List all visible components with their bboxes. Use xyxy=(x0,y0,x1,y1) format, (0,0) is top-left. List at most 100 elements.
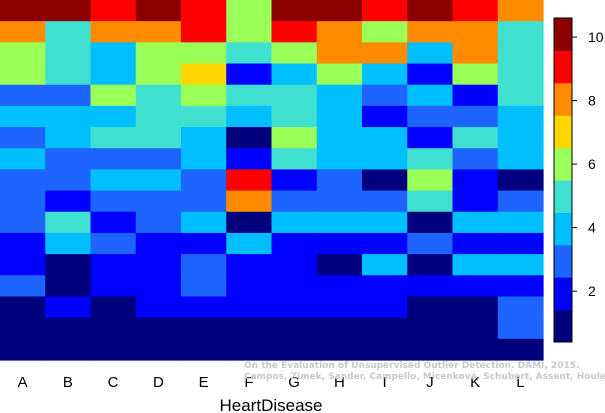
heatmap-cell xyxy=(135,21,182,43)
colorbar-frame xyxy=(553,17,573,343)
heatmap-cell xyxy=(407,275,454,298)
heatmap-cell xyxy=(407,169,454,192)
x-axis-label: HeartDisease xyxy=(220,396,323,413)
heatmap-cell xyxy=(316,211,363,234)
heatmap-cell xyxy=(362,148,408,171)
heatmap-cell xyxy=(226,317,273,340)
heatmap-cell xyxy=(407,105,454,128)
heatmap-cell xyxy=(316,0,363,22)
heatmap-cell xyxy=(0,254,46,276)
heatmap-cell xyxy=(452,84,499,107)
heatmap-cell xyxy=(316,275,363,298)
heatmap-cell xyxy=(407,254,454,276)
x-tick-label: I xyxy=(383,374,387,391)
heatmap-cell xyxy=(271,42,318,65)
heatmap-cell xyxy=(316,296,363,319)
heatmap-cell xyxy=(271,148,318,171)
x-tick-labels: A B C D E F G H I J K L xyxy=(18,374,525,391)
heatmap-cell xyxy=(407,84,454,107)
colorbar-segment xyxy=(554,212,572,246)
heatmap-cell xyxy=(135,169,182,192)
heatmap-cell xyxy=(316,84,363,107)
heatmap-cell xyxy=(271,127,318,149)
heatmap-cell xyxy=(181,63,227,86)
heatmap-cell xyxy=(135,254,182,276)
heatmap-cell xyxy=(181,105,227,128)
heatmap-cell xyxy=(181,275,227,298)
heatmap-cell xyxy=(135,190,182,213)
heatmap-cell xyxy=(497,127,544,149)
heatmap-cell xyxy=(407,232,454,255)
heatmap-cell xyxy=(0,211,46,234)
heatmap-cell xyxy=(0,63,46,86)
heatmap-cell xyxy=(135,105,182,128)
heatmap-cell xyxy=(135,317,182,340)
colorbar-tick-label: 8 xyxy=(588,93,596,109)
heatmap-cell xyxy=(362,254,408,276)
heatmap-cell xyxy=(0,169,46,192)
heatmap-cell xyxy=(362,42,408,65)
colorbar-segment xyxy=(554,244,572,278)
heatmap-cell xyxy=(135,211,182,234)
colorbar-segment xyxy=(554,147,572,181)
heatmap-cell xyxy=(226,0,273,22)
heatmap-cell xyxy=(407,0,454,22)
heatmap-cell xyxy=(497,232,544,255)
heatmap-cell xyxy=(271,63,318,86)
heatmap-cell xyxy=(226,84,273,107)
heatmap-cell xyxy=(226,296,273,319)
heatmap-cell xyxy=(497,21,544,43)
heatmap-cell xyxy=(362,105,408,128)
heatmap-cell xyxy=(226,63,273,86)
colorbar xyxy=(553,17,573,343)
heatmap-cell xyxy=(271,211,318,234)
heatmap-cell xyxy=(452,211,499,234)
heatmap-cell xyxy=(362,296,408,319)
heatmap-cell xyxy=(407,127,454,149)
heatmap-cell xyxy=(0,84,46,107)
credit-line-1: On the Evaluation of Unsupervised Outlie… xyxy=(244,361,580,371)
heatmap-cell xyxy=(316,232,363,255)
heatmap-cell xyxy=(316,317,363,340)
heatmap-cell xyxy=(45,148,92,171)
heatmap-cell xyxy=(181,148,227,171)
heatmap-cell xyxy=(226,211,273,234)
heatmap-cell xyxy=(90,190,137,213)
x-tick-label: A xyxy=(18,374,28,391)
heatmap-cell xyxy=(181,190,227,213)
heatmap-cell xyxy=(135,84,182,107)
heatmap-cell xyxy=(497,275,544,298)
heatmap-cell xyxy=(45,169,92,192)
heatmap-cell xyxy=(407,148,454,171)
heatmap-cell xyxy=(452,148,499,171)
heatmap-cell xyxy=(45,0,92,22)
x-tick-label: H xyxy=(334,374,345,391)
heatmap-cell xyxy=(497,42,544,65)
heatmap-cell xyxy=(135,63,182,86)
heatmap-cell xyxy=(497,105,544,128)
heatmap-cell xyxy=(316,148,363,171)
heatmap-cell xyxy=(362,63,408,86)
x-tick-label: D xyxy=(153,374,164,391)
heatmap-cell xyxy=(90,338,137,361)
heatmap-cell xyxy=(497,254,544,276)
heatmap-cell xyxy=(226,169,273,192)
heatmap-cell xyxy=(271,190,318,213)
heatmap-cell xyxy=(362,190,408,213)
heatmap-cell xyxy=(90,105,137,128)
heatmap-cell xyxy=(226,42,273,65)
heatmap-cell xyxy=(135,275,182,298)
heatmap-cell xyxy=(271,105,318,128)
heatmap-cell xyxy=(90,317,137,340)
heatmap-cell xyxy=(271,338,318,361)
heatmap-cell xyxy=(90,211,137,234)
heatmap-cell xyxy=(90,275,137,298)
heatmap-cell xyxy=(316,190,363,213)
heatmap-cell xyxy=(90,232,137,255)
heatmap-cell xyxy=(497,0,544,22)
heatmap-cell xyxy=(452,42,499,65)
heatmap-cell xyxy=(362,169,408,192)
heatmap-cell xyxy=(90,127,137,149)
heatmap-cell xyxy=(497,84,544,107)
